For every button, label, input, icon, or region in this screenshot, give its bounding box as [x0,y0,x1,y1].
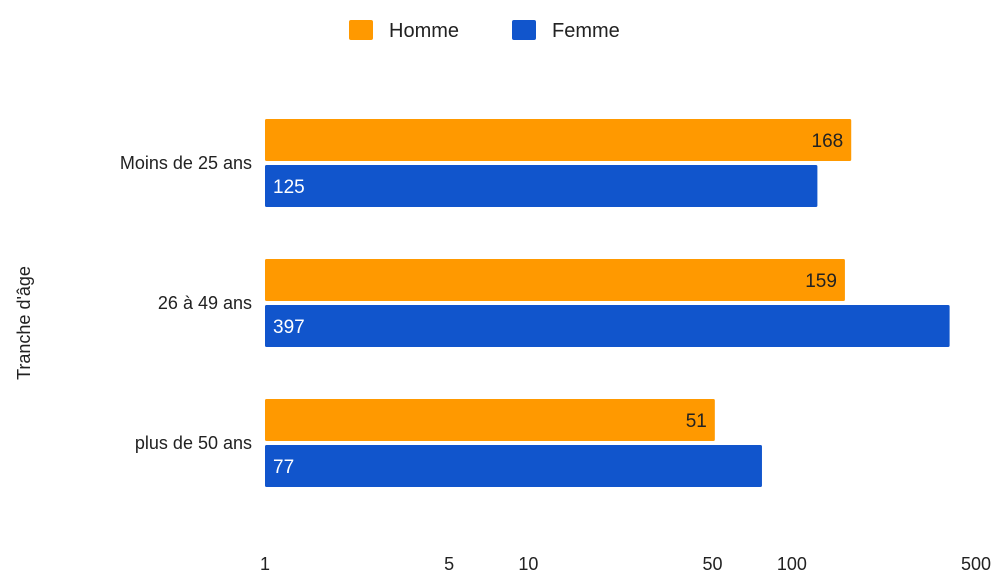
bar-femme-26-a-49-ans [265,305,950,347]
value-label-homme: 159 [805,271,837,292]
x-tick-label: 5 [444,554,454,574]
value-label-femme: 397 [273,317,305,338]
legend-swatch-femme [512,20,536,40]
value-label-femme: 125 [273,177,305,198]
x-tick-label: 1 [260,554,270,574]
bar-femme-moins-de-25-ans [265,165,818,207]
x-tick-label: 500 [961,554,991,574]
x-tick-label: 100 [777,554,807,574]
bar-homme-moins-de-25-ans [265,119,852,161]
bars [265,119,950,487]
bar-homme-plus-de-50-ans [265,399,715,441]
bar-femme-plus-de-50-ans [265,445,762,487]
value-label-homme: 168 [812,131,844,152]
value-label-femme: 77 [273,457,294,478]
y-axis-title: Tranche d'âge [14,266,34,380]
value-labels: 168 125 159 397 51 77 [273,131,843,478]
x-tick-label: 10 [518,554,538,574]
legend: Homme Femme [349,20,620,42]
legend-label-homme: Homme [389,20,459,42]
x-axis-ticks: 1 5 10 50 100 500 [260,554,991,574]
category-label: plus de 50 ans [135,433,252,453]
category-label: 26 à 49 ans [158,293,252,313]
category-label: Moins de 25 ans [120,153,252,173]
value-label-homme: 51 [686,411,707,432]
category-labels: Moins de 25 ans 26 à 49 ans plus de 50 ans [120,153,252,453]
legend-swatch-homme [349,20,373,40]
legend-label-femme: Femme [552,20,620,42]
bar-homme-26-a-49-ans [265,259,845,301]
x-tick-label: 50 [703,554,723,574]
